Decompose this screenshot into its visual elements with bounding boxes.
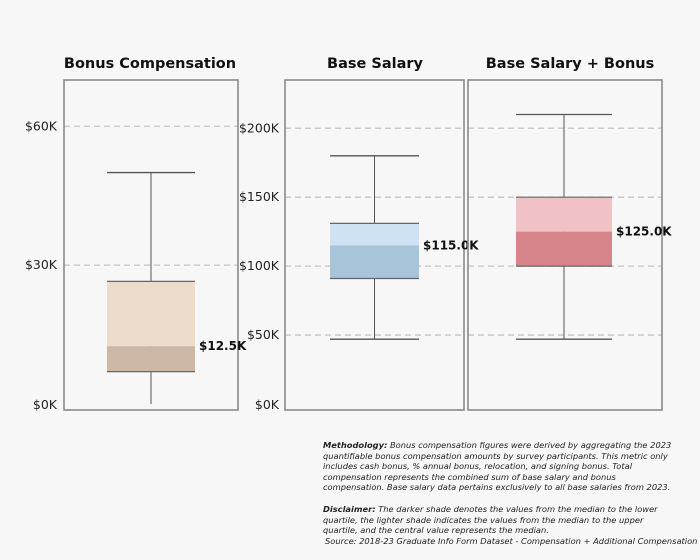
y-tick-label: $100K bbox=[239, 258, 280, 273]
box-lower-quartile bbox=[516, 231, 612, 267]
methodology-note: Methodology: Bonus compensation figures … bbox=[323, 440, 673, 493]
methodology-text: Bonus compensation figures were derived … bbox=[323, 440, 672, 493]
box-upper-quartile bbox=[107, 281, 195, 347]
median-label: $12.5K bbox=[199, 339, 247, 353]
box-lower-quartile bbox=[330, 245, 419, 279]
chart-panel: Base Salary + Bonus $125.0K bbox=[467, 56, 672, 411]
box-lower-quartile bbox=[107, 346, 195, 372]
source-note: Source: 2018-23 Graduate Info Form Datas… bbox=[325, 536, 698, 546]
chart-title: Bonus Compensation bbox=[64, 56, 236, 72]
plot-frame bbox=[63, 79, 239, 411]
box-plot-charts: Bonus Compensation$0K$30K$60K$12.5KBase … bbox=[25, 56, 672, 412]
disclaimer-note: Disclaimer: The darker shade denotes the… bbox=[323, 504, 673, 536]
disclaimer-label: Disclaimer: bbox=[323, 503, 376, 514]
median-label: $115.0K bbox=[423, 238, 479, 252]
chart-title: Base Salary + Bonus bbox=[486, 56, 654, 72]
disclaimer-text: The darker shade denotes the values from… bbox=[323, 503, 658, 536]
box-upper-quartile bbox=[330, 223, 419, 246]
y-tick-label: $60K bbox=[25, 118, 58, 133]
chart-title: Base Salary bbox=[327, 56, 423, 72]
chart-panel: Bonus Compensation $0K $30K $60K $12.5K bbox=[25, 56, 247, 412]
y-tick-label: $0K bbox=[255, 397, 280, 412]
methodology-label: Methodology: bbox=[323, 440, 388, 450]
y-tick-label: $150K bbox=[239, 189, 280, 204]
plot-frame bbox=[467, 79, 663, 411]
box-upper-quartile bbox=[516, 197, 612, 232]
notes-block: Methodology: Bonus compensation figures … bbox=[323, 440, 673, 547]
y-tick-label: $50K bbox=[247, 327, 280, 342]
plot-frame bbox=[284, 79, 465, 411]
chart-panel: Base Salary $0K $50K $100K $150K $200K $115.0K bbox=[239, 56, 479, 412]
y-tick-label: $200K bbox=[239, 120, 280, 135]
median-label: $125.0K bbox=[616, 225, 672, 239]
y-tick-label: $30K bbox=[25, 257, 58, 272]
y-tick-label: $0K bbox=[33, 397, 58, 412]
